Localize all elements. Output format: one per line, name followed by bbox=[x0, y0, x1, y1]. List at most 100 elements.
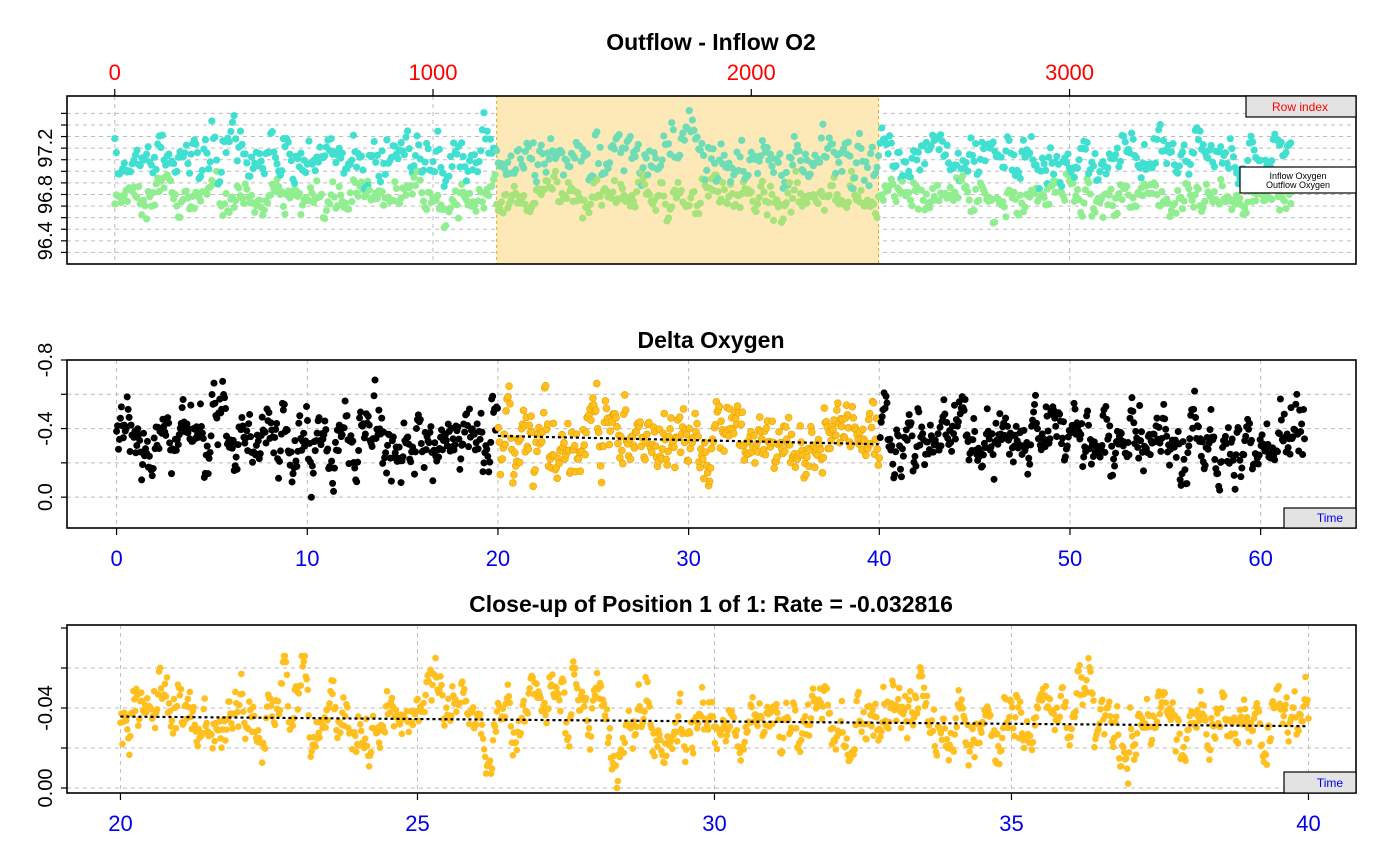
inflow-point bbox=[884, 150, 892, 158]
closeup-point bbox=[748, 703, 755, 711]
delta-point bbox=[241, 439, 249, 447]
closeup-point bbox=[1042, 682, 1050, 690]
inflow-point bbox=[852, 159, 860, 167]
closeup-point bbox=[443, 704, 450, 711]
closeup-point bbox=[190, 703, 198, 711]
outflow-point bbox=[1194, 185, 1203, 193]
delta-point bbox=[1056, 410, 1064, 418]
delta-point bbox=[341, 397, 349, 405]
inflow-point bbox=[886, 132, 894, 140]
closeup-point bbox=[157, 685, 165, 692]
delta-point bbox=[908, 432, 916, 440]
closeup-point bbox=[177, 685, 185, 693]
inflow-point bbox=[531, 171, 539, 180]
inflow-point bbox=[437, 163, 445, 172]
panel2-x-tick-label: 40 bbox=[867, 546, 891, 571]
delta-point bbox=[1058, 434, 1066, 442]
closeup-point bbox=[1087, 668, 1094, 675]
inflow-point bbox=[1010, 151, 1018, 159]
delta-subset-point bbox=[509, 479, 517, 487]
inflow-point bbox=[849, 185, 857, 193]
delta-point bbox=[1214, 470, 1222, 478]
closeup-point bbox=[733, 726, 741, 734]
closeup-point bbox=[688, 744, 696, 752]
delta-point bbox=[150, 434, 158, 442]
inflow-point bbox=[905, 167, 913, 175]
outflow-point bbox=[141, 202, 149, 210]
delta-point bbox=[1108, 442, 1116, 450]
inflow-point bbox=[868, 143, 876, 151]
outflow-point bbox=[1210, 188, 1218, 196]
delta-point bbox=[276, 447, 284, 455]
delta-point bbox=[291, 437, 299, 445]
delta-subset-point bbox=[671, 463, 679, 472]
closeup-point bbox=[1008, 703, 1016, 711]
delta-point bbox=[1242, 432, 1250, 440]
inflow-point bbox=[914, 148, 922, 156]
delta-point bbox=[391, 449, 399, 457]
delta-point bbox=[903, 436, 911, 444]
outflow-point bbox=[935, 197, 943, 205]
outflow-point bbox=[275, 182, 283, 191]
closeup-point bbox=[386, 709, 394, 716]
closeup-point bbox=[1185, 726, 1192, 734]
outflow-point bbox=[814, 199, 822, 208]
closeup-point bbox=[200, 705, 207, 713]
delta-point bbox=[888, 442, 896, 450]
panel3-x-tick-label: 30 bbox=[702, 811, 726, 836]
panel1-y-tick-label: 96.4 bbox=[35, 221, 57, 260]
closeup-point bbox=[829, 724, 837, 732]
inflow-point bbox=[937, 131, 945, 139]
closeup-point bbox=[453, 708, 460, 715]
delta-point bbox=[416, 416, 424, 424]
outflow-point bbox=[828, 182, 837, 190]
closeup-point bbox=[885, 725, 892, 732]
closeup-point bbox=[565, 733, 572, 741]
delta-point bbox=[1080, 453, 1088, 461]
inflow-point bbox=[1094, 176, 1102, 184]
closeup-point bbox=[1236, 706, 1244, 714]
delta-point bbox=[395, 443, 403, 451]
outflow-point bbox=[598, 201, 606, 209]
inflow-point bbox=[545, 155, 553, 163]
closeup-point bbox=[376, 744, 384, 751]
closeup-point bbox=[914, 705, 922, 712]
outflow-point bbox=[789, 194, 797, 203]
delta-subset-point bbox=[780, 447, 789, 456]
outflow-point bbox=[325, 200, 334, 208]
closeup-point bbox=[513, 746, 521, 754]
delta-point bbox=[287, 448, 295, 456]
closeup-point bbox=[462, 697, 470, 705]
closeup-point bbox=[398, 730, 406, 738]
delta-point bbox=[489, 392, 497, 400]
delta-point bbox=[1190, 405, 1198, 413]
closeup-point bbox=[961, 716, 968, 723]
delta-point bbox=[1101, 448, 1109, 456]
panel-close-up: Close-up of Position 1 of 1: Rate = -0.0… bbox=[35, 591, 1357, 836]
delta-point bbox=[442, 436, 450, 444]
delta-point bbox=[1240, 451, 1248, 459]
closeup-point bbox=[147, 706, 155, 713]
delta-point bbox=[315, 414, 323, 422]
delta-point bbox=[207, 432, 215, 440]
delta-point bbox=[1298, 420, 1306, 428]
inflow-point bbox=[1186, 160, 1195, 169]
closeup-point bbox=[208, 731, 215, 739]
closeup-point bbox=[492, 728, 500, 735]
closeup-point bbox=[1117, 762, 1125, 770]
outflow-point bbox=[335, 183, 343, 191]
delta-point bbox=[965, 456, 973, 464]
closeup-point bbox=[1032, 714, 1040, 721]
delta-point bbox=[1198, 438, 1206, 446]
closeup-point bbox=[1234, 740, 1242, 747]
delta-subset-point bbox=[848, 402, 857, 411]
delta-point bbox=[1129, 407, 1137, 415]
delta-point bbox=[343, 412, 351, 420]
inflow-point bbox=[1091, 150, 1099, 158]
delta-point bbox=[1238, 464, 1246, 472]
inflow-point bbox=[1129, 135, 1137, 143]
closeup-point bbox=[676, 690, 684, 697]
inflow-point bbox=[458, 139, 466, 147]
closeup-point bbox=[1133, 730, 1141, 737]
panel3-title: Close-up of Position 1 of 1: Rate = -0.0… bbox=[469, 591, 953, 617]
